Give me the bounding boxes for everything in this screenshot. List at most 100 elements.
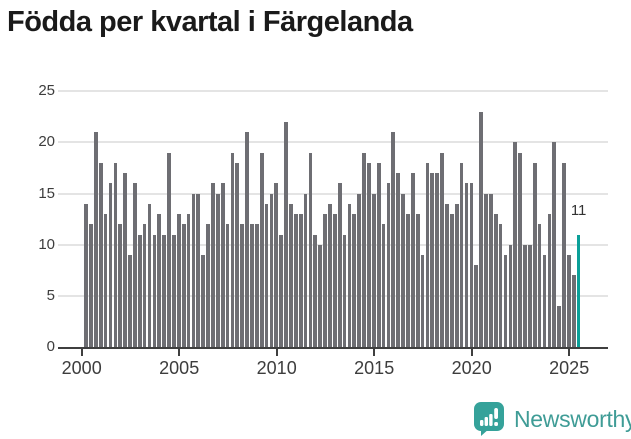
bar-2019Q3 [464, 183, 469, 347]
bar-2022Q1 [513, 142, 518, 347]
bar-2000Q4 [98, 162, 103, 347]
bar-2015Q1 [376, 162, 381, 347]
bar-2024Q3 [562, 162, 566, 347]
x-tick-2000 [80, 349, 83, 356]
bar-2005Q4 [196, 193, 201, 347]
bar-2012Q3 [328, 203, 332, 347]
bar-2008Q2 [245, 132, 249, 347]
bar-2024Q1 [552, 142, 557, 347]
bar-2003Q3 [152, 234, 157, 347]
y-axis-label-20: 20 [38, 133, 55, 151]
newsworthy-logo-text: Newsworthy [514, 405, 631, 432]
bar-2005Q1 [181, 224, 186, 347]
bar-2002Q2 [128, 254, 132, 347]
bar-2011Q2 [303, 193, 308, 347]
bar-2001Q2 [108, 183, 113, 347]
x-axis-label-2025: 2025 [549, 358, 590, 378]
bar-2008Q1 [240, 224, 245, 347]
bar-2007Q2 [225, 224, 230, 347]
bar-2021Q3 [503, 254, 508, 347]
gridline-y15 [58, 192, 608, 195]
bar-2025Q2-highlight [576, 234, 581, 347]
bar-2001Q4 [118, 224, 123, 347]
bar-2000Q3 [94, 132, 98, 347]
bar-2005Q2 [186, 214, 191, 347]
y-axis-label-25: 25 [38, 82, 55, 100]
bar-2008Q3 [250, 224, 254, 347]
bar-2002Q4 [137, 234, 142, 347]
x-tick-2020 [470, 349, 473, 356]
gridline-y25 [58, 90, 608, 93]
bar-2020Q1 [474, 265, 479, 347]
bar-2016Q4 [410, 173, 415, 347]
bar-2015Q3 [386, 183, 391, 347]
y-axis-label-10: 10 [38, 235, 55, 253]
bar-2010Q4 [293, 214, 298, 347]
bar-2018Q2 [440, 152, 444, 347]
bar-2013Q3 [347, 203, 352, 347]
bar-2007Q4 [235, 162, 240, 347]
bar-2020Q3 [484, 193, 488, 347]
bar-2008Q4 [254, 224, 259, 347]
bar-2009Q2 [264, 203, 269, 347]
newsworthy-bubble-icon [474, 402, 504, 436]
bar-2004Q2 [167, 152, 171, 347]
bar-2022Q4 [528, 244, 532, 347]
x-axis-label-2015: 2015 [354, 358, 395, 378]
highlight-value-label: 11 [570, 201, 587, 219]
bar-2009Q1 [259, 152, 264, 347]
bar-2023Q3 [542, 254, 547, 347]
bar-2021Q2 [498, 224, 503, 347]
y-axis-label-15: 15 [38, 184, 55, 202]
bar-2004Q3 [172, 234, 176, 347]
bar-2003Q2 [147, 203, 152, 347]
bar-2013Q2 [342, 234, 347, 347]
bar-2019Q4 [469, 183, 474, 347]
bar-2021Q1 [493, 214, 498, 347]
newsworthy-logo[interactable]: Newsworthy [473, 401, 631, 437]
bar-2007Q3 [230, 152, 235, 347]
bar-2018Q1 [435, 173, 440, 347]
bar-2002Q1 [123, 173, 127, 347]
bar-2010Q2 [284, 122, 288, 347]
gridline-y20 [58, 141, 608, 144]
bar-2017Q4 [430, 173, 435, 347]
y-axis-label-0: 0 [46, 338, 55, 355]
bar-2013Q4 [352, 214, 357, 347]
x-axis-label-2010: 2010 [256, 358, 297, 378]
bar-2003Q4 [157, 214, 162, 347]
bar-2022Q3 [523, 244, 527, 347]
bar-2014Q3 [367, 162, 371, 347]
bar-2005Q3 [191, 193, 196, 347]
bar-2018Q3 [445, 203, 449, 347]
x-axis-line [58, 347, 608, 349]
bar-2012Q4 [332, 214, 337, 347]
bar-2006Q1 [201, 254, 205, 347]
bar-2010Q3 [289, 203, 293, 347]
bar-2009Q3 [269, 193, 274, 347]
x-tick-2010 [275, 349, 278, 356]
bar-2012Q1 [318, 244, 323, 347]
bar-2010Q1 [279, 234, 284, 347]
bar-2020Q4 [489, 193, 493, 347]
bar-2018Q4 [450, 214, 454, 347]
bar-2019Q1 [454, 203, 459, 347]
bar-2023Q1 [532, 162, 537, 347]
x-axis-label-2005: 2005 [159, 358, 200, 378]
bar-2023Q2 [537, 224, 542, 347]
bar-2011Q3 [308, 152, 313, 347]
bar-2017Q1 [415, 214, 420, 347]
bar-2016Q3 [406, 214, 410, 347]
bar-2001Q3 [113, 162, 118, 347]
bar-2004Q1 [162, 234, 166, 347]
bar-2009Q4 [274, 183, 279, 347]
bar-2024Q2 [557, 306, 561, 347]
bar-2000Q1 [84, 203, 88, 347]
bar-2014Q4 [371, 193, 376, 347]
bar-2021Q4 [508, 244, 513, 347]
bar-2025Q1 [571, 275, 576, 347]
y-axis-label-5: 5 [46, 286, 55, 304]
x-tick-2025 [568, 349, 571, 356]
